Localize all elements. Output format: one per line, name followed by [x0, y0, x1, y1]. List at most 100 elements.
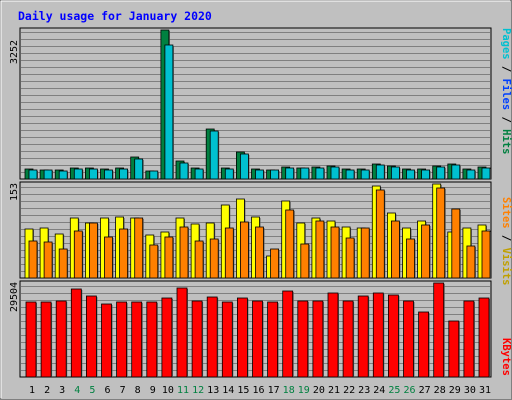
- files-bar: [224, 168, 234, 180]
- legend-kbytes: KBytes: [500, 338, 512, 376]
- legend-sites: Sites: [500, 197, 512, 229]
- files-bar: [73, 168, 83, 180]
- sites-bar: [451, 208, 461, 279]
- files-bar: [28, 169, 38, 180]
- kbytes-bar: [236, 297, 248, 378]
- files-bar: [300, 167, 310, 180]
- x-tick-label: 9: [150, 385, 156, 396]
- sites-bar: [224, 227, 234, 279]
- sites-bar: [390, 220, 400, 279]
- files-bar: [58, 170, 68, 180]
- x-tick-label: 17: [268, 385, 280, 396]
- kbytes-bar: [463, 300, 475, 378]
- x-tick-label: 31: [479, 385, 491, 396]
- kbytes-bar: [146, 301, 158, 378]
- files-bar: [285, 167, 295, 180]
- kbytes-bar: [116, 301, 127, 378]
- kbytes-bar: [357, 295, 369, 378]
- kbytes-bar: [267, 301, 279, 378]
- kbytes-bar: [478, 297, 490, 378]
- legend-sep-2: /: [500, 110, 512, 129]
- hits-legend: Pages / Files / Hits: [500, 28, 512, 154]
- x-tick-label: 20: [313, 385, 325, 396]
- kbytes-bar: [70, 288, 82, 378]
- sites-bar: [239, 221, 249, 279]
- kbytes-bar: [403, 300, 414, 378]
- sites-bar: [360, 227, 370, 279]
- kbytes-bar: [342, 300, 354, 378]
- kbytes-bar: [297, 300, 309, 378]
- legend-visits: Visits: [500, 248, 512, 286]
- sites-bar: [209, 238, 219, 279]
- sites-bar: [300, 243, 310, 279]
- files-bar: [119, 168, 128, 180]
- chart-title: Daily usage for January 2020: [18, 9, 212, 23]
- files-bar: [390, 166, 400, 180]
- x-tick-label: 1: [29, 385, 35, 396]
- kbytes-bar: [448, 320, 460, 378]
- x-tick-label: 24: [373, 385, 385, 396]
- kbytes-bar: [55, 300, 67, 378]
- sites-bar: [375, 189, 385, 279]
- sites-bar: [179, 226, 189, 279]
- bars: [24, 29, 491, 378]
- files-bar: [164, 44, 174, 180]
- hits-panel: [19, 27, 492, 180]
- sites-bar: [255, 226, 264, 279]
- sites-bar: [194, 240, 204, 279]
- files-bar: [436, 166, 446, 180]
- x-tick-label: 10: [162, 385, 174, 396]
- files-bar: [451, 164, 461, 180]
- legend-files: Files: [500, 79, 512, 111]
- x-tick-label: 29: [449, 385, 461, 396]
- kbytes-bar: [327, 292, 339, 378]
- sites-bar: [345, 237, 355, 279]
- kbytes-bar: [176, 287, 188, 378]
- kbytes-bar: [161, 297, 173, 378]
- sites-bar: [134, 217, 144, 279]
- kbytes-bar: [131, 301, 143, 378]
- sites-bar: [89, 222, 98, 279]
- sites-bar: [406, 238, 415, 279]
- x-tick-label: 5: [89, 385, 95, 396]
- sites-bar: [270, 248, 280, 279]
- x-tick-label: 28: [434, 385, 446, 396]
- x-tick-label: 19: [298, 385, 310, 396]
- hits-ymax-label: 3252: [9, 40, 20, 64]
- files-bar: [149, 170, 159, 180]
- sites-bar: [436, 187, 446, 279]
- sites-bar: [164, 236, 174, 279]
- x-tick-label: 27: [419, 385, 431, 396]
- kbytes-bar: [282, 290, 294, 378]
- files-bar: [315, 167, 325, 180]
- kbytes-bar: [191, 300, 203, 378]
- files-bar: [89, 168, 98, 180]
- kbytes-bar: [418, 311, 430, 378]
- files-bar: [481, 167, 491, 180]
- files-bar: [360, 169, 370, 180]
- x-tick-label: 16: [252, 385, 264, 396]
- x-tick-label: 6: [104, 385, 110, 396]
- sites-bar: [58, 248, 68, 279]
- visits-legend: Sites / Visits: [500, 197, 512, 286]
- files-bar: [179, 162, 189, 180]
- files-bar: [330, 166, 340, 180]
- files-bar: [345, 169, 355, 180]
- sites-bar: [28, 240, 38, 279]
- x-tick-label: 13: [207, 385, 219, 396]
- sites-bar: [43, 241, 53, 279]
- x-tick-label: 4: [74, 385, 80, 396]
- kbytes-bar: [312, 300, 324, 378]
- x-axis-labels: 1 2 3 4 5 6 7 8 9 10 11 12 13 14 15 16 17 18 19 20 21 22 23 24 2…: [29, 385, 491, 396]
- files-bar: [270, 169, 280, 180]
- x-tick-label: 26: [403, 385, 415, 396]
- sites-bar: [285, 209, 295, 279]
- files-bar: [209, 130, 219, 180]
- x-tick-label: 12: [192, 385, 204, 396]
- sites-bar: [119, 228, 128, 279]
- sites-bar: [315, 220, 325, 279]
- files-bar: [104, 169, 113, 180]
- files-bar: [375, 164, 385, 180]
- kbytes-bar: [387, 294, 399, 378]
- visits-ymax-label: 153: [9, 183, 20, 201]
